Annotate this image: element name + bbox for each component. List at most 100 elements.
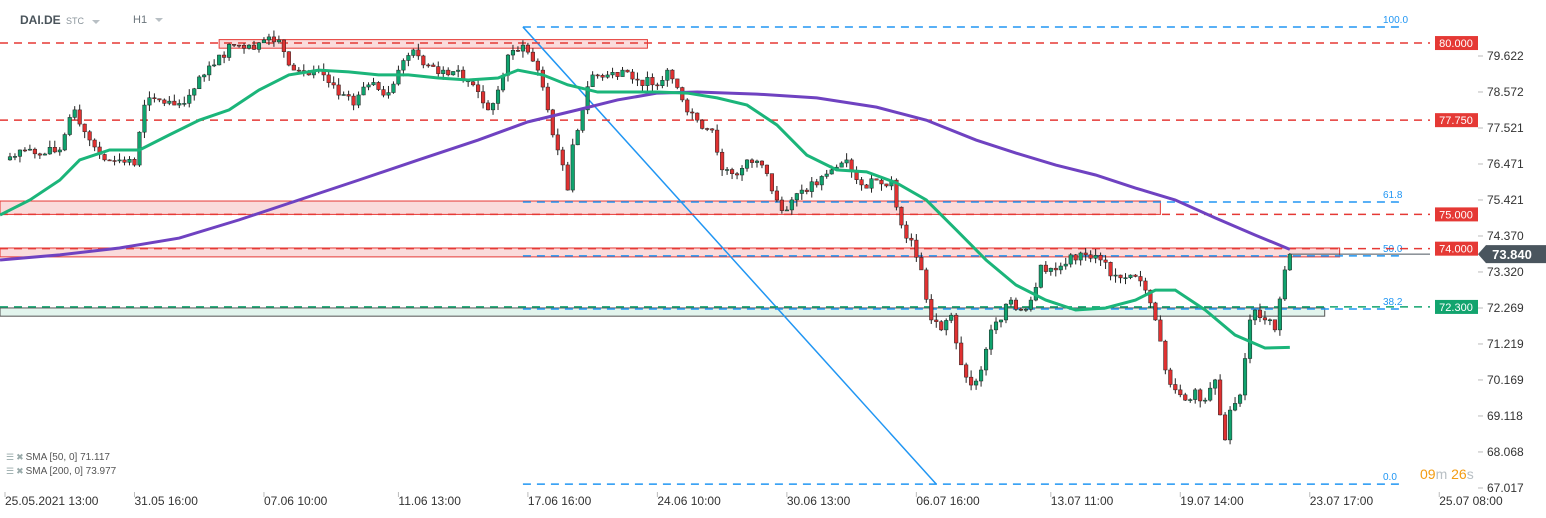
symbol-label[interactable]: DAI.DE: [20, 13, 61, 27]
candle-body: [52, 147, 57, 153]
candle-body: [595, 74, 600, 77]
candle-body: [799, 189, 804, 194]
y-tick-label: 75.421: [1487, 193, 1524, 207]
candle-body: [1188, 399, 1193, 401]
timeframe-dropdown[interactable]: H1: [133, 14, 164, 26]
x-tick-label: 11.06 13:00: [398, 494, 461, 508]
candle-body: [545, 86, 550, 111]
candle-body: [894, 179, 899, 208]
candle-body: [426, 64, 431, 67]
candle-body: [197, 76, 202, 90]
candle-body: [22, 149, 27, 152]
candle-body: [1223, 414, 1228, 441]
candle-body: [924, 269, 929, 300]
candle-body: [1267, 319, 1272, 322]
settings-icon[interactable]: ☰: [6, 466, 15, 476]
candle-body: [874, 178, 879, 181]
candle-body: [87, 131, 92, 141]
candle-body: [431, 64, 436, 67]
x-tick-label: 17.06 16:00: [528, 494, 592, 508]
x-tick-label: 07.06 10:00: [264, 494, 328, 508]
candle-body: [1123, 277, 1128, 279]
y-tick-label: 67.017: [1487, 481, 1524, 495]
candle-body: [754, 160, 760, 163]
candle-body: [217, 54, 222, 66]
candle-body: [844, 159, 849, 164]
candle-body: [12, 156, 18, 158]
candle-body: [57, 149, 62, 153]
candle-body: [605, 74, 610, 78]
candle-body: [954, 314, 959, 344]
last-price-tag: [1478, 245, 1546, 264]
candle-body: [520, 44, 525, 52]
legend-sma200[interactable]: ☰ ✖ SMA [200, 0] 73.977: [6, 466, 116, 477]
close-icon[interactable]: ✖: [16, 452, 24, 462]
candle-body: [1143, 280, 1148, 291]
candle-body: [1153, 302, 1158, 321]
candle-body: [809, 181, 814, 192]
candle-body: [1103, 259, 1108, 263]
y-tick-label: 76.471: [1487, 157, 1524, 171]
candle-body: [162, 99, 167, 104]
candle-body: [929, 299, 934, 321]
instrument-type-dropdown[interactable]: STC: [66, 16, 100, 26]
candle-body: [336, 84, 341, 96]
candle-body: [406, 55, 411, 61]
candle-body: [839, 162, 844, 168]
candle-body: [1043, 264, 1048, 272]
y-tick-label: 78.572: [1487, 85, 1524, 99]
candle-body: [794, 193, 799, 201]
candle-body: [575, 130, 580, 146]
candle-body: [192, 88, 197, 96]
candle-body: [560, 149, 565, 166]
candle-body: [814, 181, 819, 186]
candle-body: [1063, 263, 1068, 267]
candle-body: [391, 83, 396, 93]
candle-body: [72, 109, 77, 118]
candle-body: [152, 97, 157, 99]
candle-body: [356, 94, 361, 106]
timeframe-label: H1: [133, 14, 148, 26]
candle-body: [675, 78, 680, 88]
candle-body: [1287, 253, 1292, 271]
candle-body: [1078, 252, 1083, 261]
candle-body: [1133, 274, 1138, 277]
candle-body: [1193, 389, 1198, 400]
candle-body: [1208, 387, 1213, 401]
level-price-tag: [1435, 241, 1478, 256]
candle-body: [167, 100, 172, 104]
candle-body: [964, 364, 969, 378]
candle-body: [147, 97, 152, 106]
candle-body: [441, 69, 446, 74]
candle-body: [401, 60, 406, 71]
candle-body: [127, 159, 132, 163]
candle-body: [421, 55, 426, 66]
candle-body: [266, 36, 271, 41]
candle-body: [7, 156, 13, 161]
candle-body: [645, 77, 650, 86]
sma200-line: [0, 90, 1291, 262]
candle-body: [67, 117, 72, 135]
candle-body: [1198, 389, 1203, 402]
settings-icon[interactable]: ☰: [6, 452, 15, 462]
candle-body: [720, 151, 725, 171]
candle-body: [580, 109, 585, 131]
candle-body: [1168, 369, 1173, 385]
candle-body: [246, 44, 252, 49]
level-price-label: 74.000: [1439, 244, 1473, 256]
candle-body: [739, 168, 745, 176]
close-icon[interactable]: ✖: [16, 466, 24, 476]
candle-body: [42, 153, 47, 156]
candle-body: [590, 74, 595, 87]
legend-sma50[interactable]: ☰ ✖ SMA [50, 0] 71.117: [6, 452, 110, 463]
candle-countdown: 09m 26s: [1420, 466, 1474, 482]
candle-body: [47, 147, 52, 155]
candle-body: [1023, 309, 1028, 311]
level-price-tag: [1435, 113, 1478, 128]
candle-body: [1183, 394, 1188, 401]
candle-body: [919, 257, 924, 271]
candle-body: [660, 80, 665, 86]
candle-body: [107, 159, 112, 162]
candle-body: [241, 44, 247, 49]
